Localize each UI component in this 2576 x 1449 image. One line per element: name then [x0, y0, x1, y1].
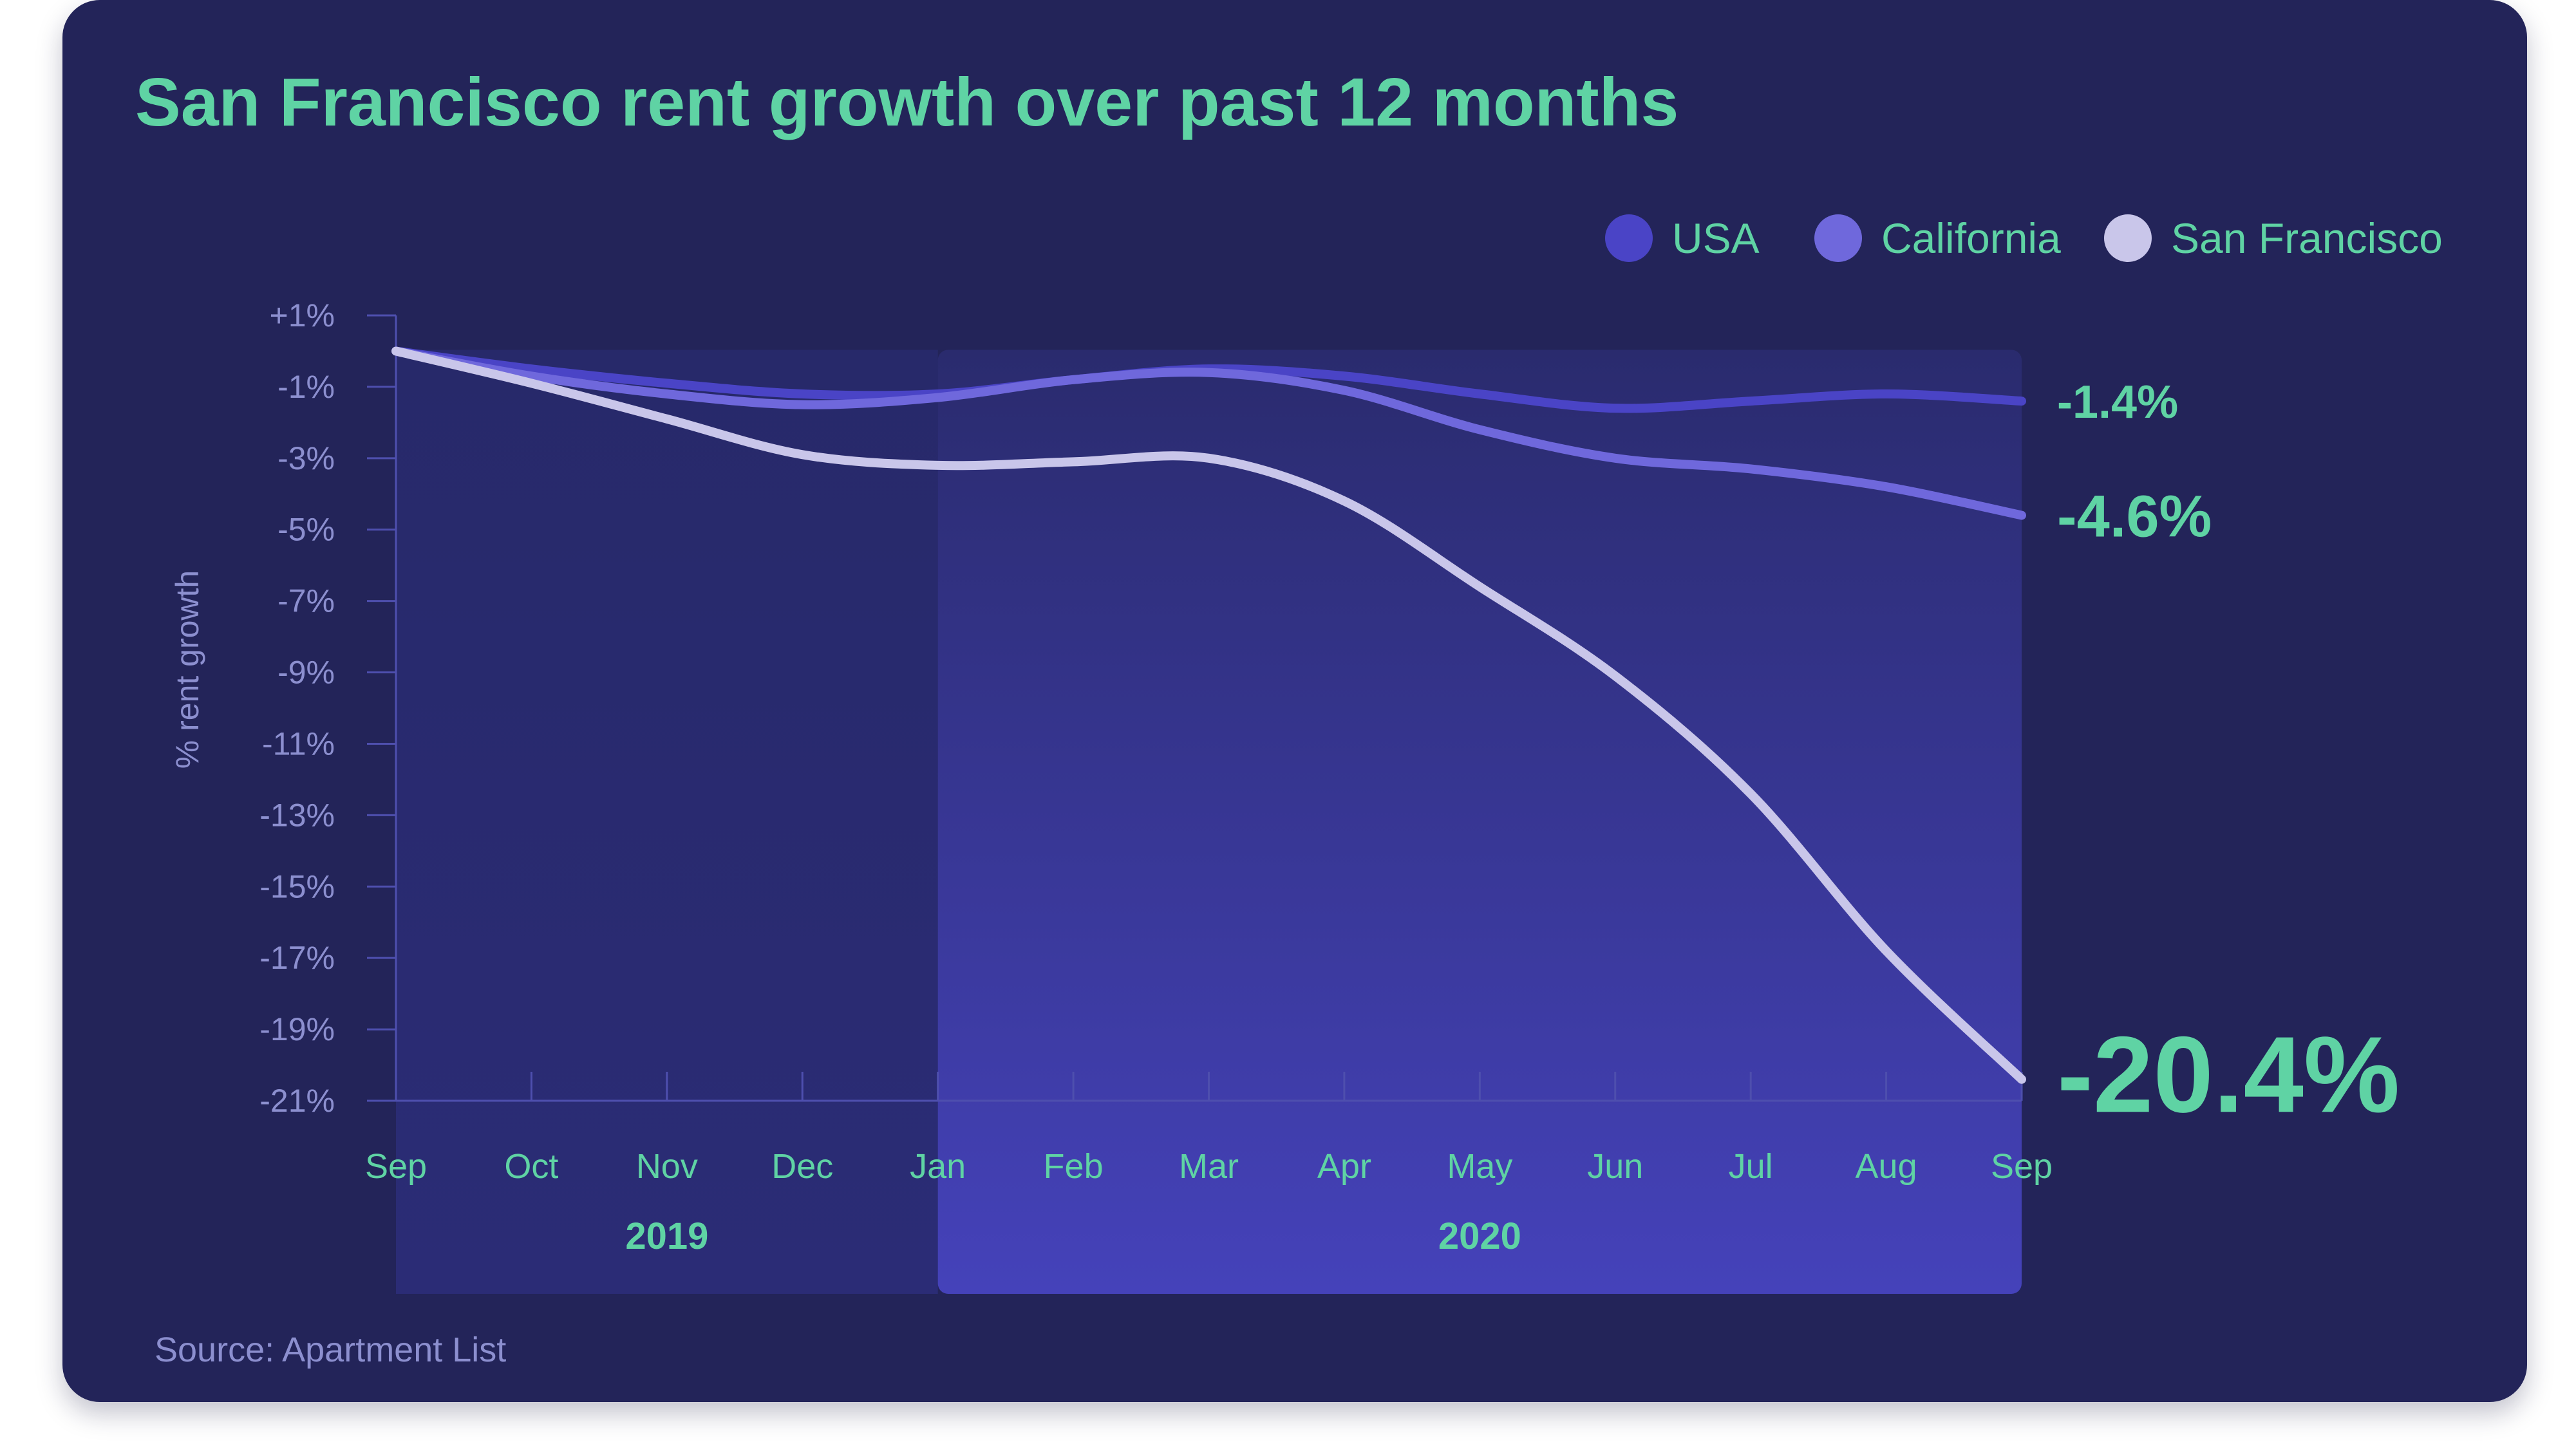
y-tick-label: -9% [277, 655, 335, 691]
x-tick-label: Aug [1856, 1147, 1917, 1186]
series-line-san-francisco [391, 346, 2026, 1084]
y-tick-label: +1% [270, 297, 335, 333]
legend: USA California San Francisco [1605, 214, 2443, 262]
y-tick-label: -13% [259, 797, 335, 833]
y-tick-label: -17% [259, 940, 335, 976]
year-label: 2020 [1438, 1215, 1521, 1257]
chart-title: San Francisco rent growth over past 12 m… [135, 64, 1678, 140]
end-labels: -1.4% -4.6% -20.4% [2057, 377, 2400, 1135]
series-line-california [391, 346, 2026, 520]
x-tick-label: Nov [636, 1147, 698, 1186]
x-tick-label: May [1447, 1147, 1512, 1186]
y-tick-label: -5% [277, 512, 335, 548]
legend-label: San Francisco [2171, 214, 2443, 262]
end-value-label: -4.6% [2057, 484, 2212, 550]
legend-swatch [2104, 214, 2152, 262]
x-tick-label: Oct [504, 1147, 558, 1186]
legend-swatch [1814, 214, 1862, 262]
x-tick-label: Feb [1044, 1147, 1104, 1186]
x-tick-label: Sep [1991, 1147, 2053, 1186]
y-tick-label: -21% [259, 1083, 335, 1119]
year-band-2019 [396, 350, 938, 1294]
y-tick-label: -19% [259, 1011, 335, 1047]
year-band-2020 [937, 350, 2022, 1294]
x-tick-label: Apr [1317, 1147, 1371, 1186]
axes: +1% -1% -3% -5% -7% -9% -11% -13% -15% -17% -19% -2… [259, 297, 2053, 1186]
y-tick-label: -3% [277, 440, 335, 476]
legend-label: USA [1672, 214, 1760, 262]
x-tick-label: Jan [910, 1147, 966, 1186]
y-tick-label: -11% [262, 725, 335, 762]
x-tick-label: Mar [1179, 1147, 1239, 1186]
y-axis-label: % rent growth [169, 570, 205, 769]
series-lines [391, 346, 2026, 1084]
legend-label: California [1881, 214, 2061, 262]
end-value-label: -1.4% [2057, 377, 2178, 428]
y-tick-label: -15% [259, 868, 335, 904]
y-tick-label: -1% [277, 369, 335, 405]
x-tick-label: Dec [771, 1147, 833, 1186]
y-tick-label: -7% [277, 583, 335, 619]
year-bands: 2019 2020 [396, 350, 2022, 1294]
x-tick-label: Jun [1587, 1147, 1643, 1186]
end-value-label: -20.4% [2057, 1014, 2400, 1135]
x-tick-label: Jul [1729, 1147, 1773, 1186]
year-label: 2019 [625, 1215, 708, 1257]
source-note: Source: Apartment List [155, 1331, 506, 1369]
legend-swatch [1605, 214, 1653, 262]
x-tick-label: Sep [365, 1147, 427, 1186]
